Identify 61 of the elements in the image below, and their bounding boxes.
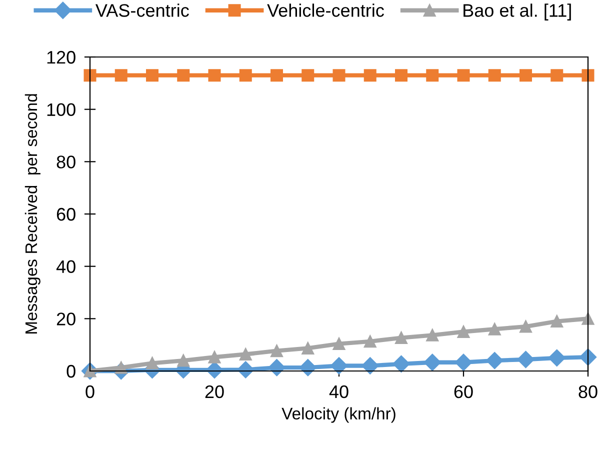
y-tick-label: 40 bbox=[56, 260, 76, 274]
point bbox=[488, 322, 501, 336]
point bbox=[364, 335, 376, 348]
point bbox=[426, 328, 439, 342]
legend-label: Bao et al. [11] bbox=[464, 4, 571, 20]
point bbox=[454, 354, 472, 371]
y-tick-label: 120 bbox=[47, 50, 76, 64]
x-tick-label: 0 bbox=[86, 385, 94, 398]
y-tick-label: 100 bbox=[47, 103, 76, 116]
point bbox=[206, 361, 224, 379]
point bbox=[332, 69, 346, 82]
point bbox=[457, 326, 470, 338]
point bbox=[392, 355, 410, 372]
point bbox=[332, 338, 346, 350]
point bbox=[302, 342, 314, 354]
x-tick-label: 60 bbox=[454, 385, 473, 398]
point bbox=[270, 69, 283, 82]
y-tick-label: 80 bbox=[56, 156, 76, 168]
point bbox=[548, 349, 566, 366]
point bbox=[299, 359, 316, 376]
point bbox=[84, 69, 96, 82]
legend-label: VAS-centric bbox=[95, 4, 189, 17]
x-tick-label: 20 bbox=[205, 385, 224, 398]
point bbox=[582, 69, 594, 82]
point bbox=[488, 69, 501, 82]
y-tick-label: 20 bbox=[56, 312, 76, 326]
point bbox=[550, 69, 564, 82]
x-axis-title: Velocity (km/hr) bbox=[282, 407, 396, 423]
point bbox=[146, 69, 158, 82]
point bbox=[146, 356, 158, 370]
point bbox=[302, 69, 314, 82]
point bbox=[362, 357, 379, 374]
point bbox=[239, 348, 252, 361]
point bbox=[517, 350, 534, 368]
x-tick-label: 40 bbox=[329, 385, 348, 398]
point bbox=[395, 69, 408, 82]
point bbox=[582, 312, 594, 325]
point bbox=[208, 350, 221, 364]
legend-label: Vehicle-centric bbox=[267, 4, 384, 17]
point bbox=[520, 320, 532, 333]
point bbox=[270, 344, 283, 358]
point bbox=[208, 69, 221, 82]
point bbox=[177, 354, 190, 367]
point bbox=[268, 359, 286, 376]
point bbox=[486, 352, 504, 370]
point bbox=[520, 69, 532, 82]
point bbox=[457, 69, 470, 82]
point bbox=[237, 361, 254, 378]
point bbox=[424, 354, 441, 371]
y-axis-title: Messages Received per second bbox=[24, 94, 40, 334]
point bbox=[364, 69, 376, 82]
point bbox=[426, 69, 439, 82]
x-tick-label: 80 bbox=[578, 385, 598, 398]
point bbox=[177, 69, 190, 82]
y-tick-label: 60 bbox=[56, 208, 76, 221]
point bbox=[330, 357, 348, 374]
point bbox=[239, 69, 252, 82]
point bbox=[114, 69, 128, 82]
y-tick-label: 0 bbox=[66, 364, 76, 378]
point bbox=[550, 315, 564, 328]
point bbox=[395, 332, 408, 344]
